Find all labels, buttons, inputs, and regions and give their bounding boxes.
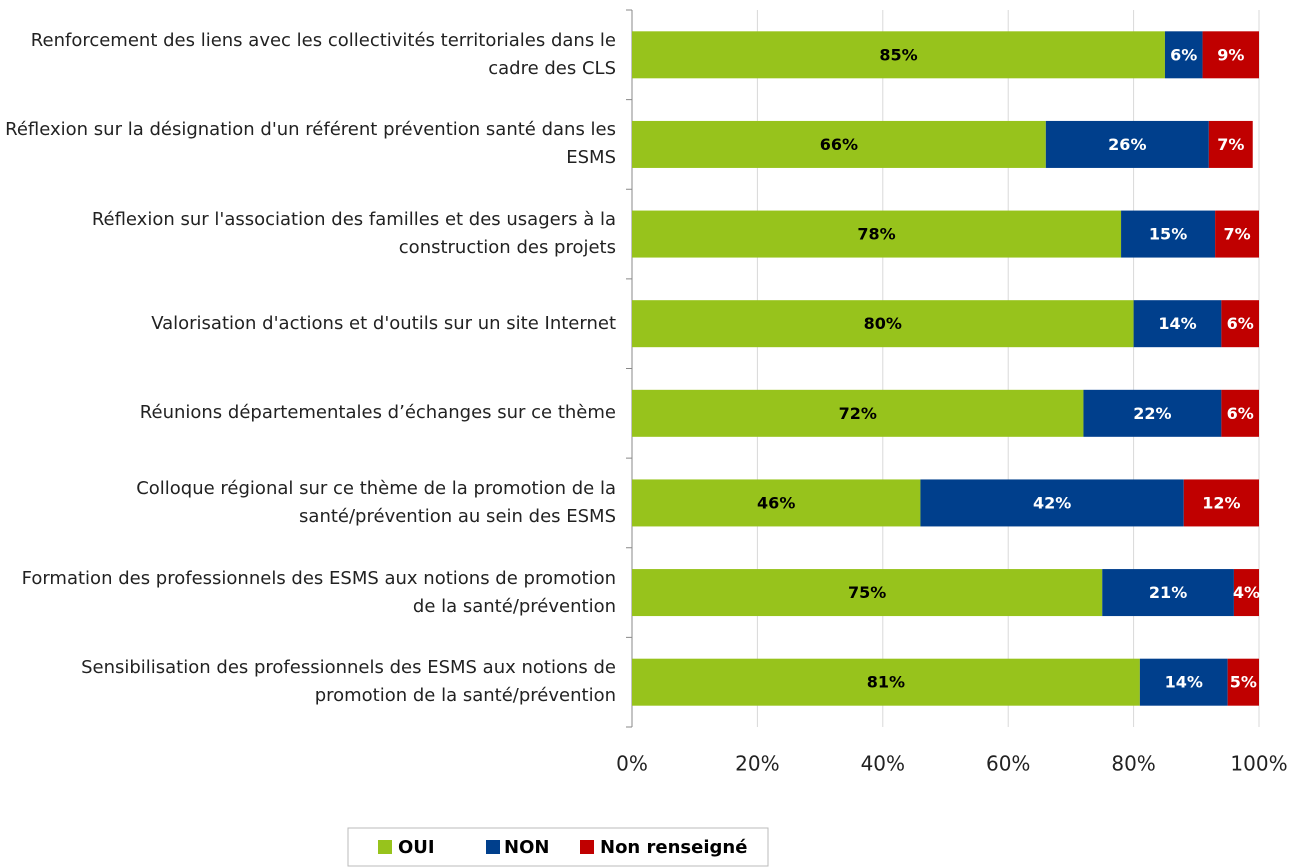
data-label: 26% bbox=[1108, 135, 1146, 154]
data-label: 21% bbox=[1149, 583, 1187, 602]
bar-segment bbox=[920, 479, 1184, 527]
x-tick-label: 40% bbox=[861, 752, 905, 776]
bar-segment bbox=[1233, 569, 1259, 617]
data-label: 9% bbox=[1217, 45, 1244, 64]
legend-label: Non renseigné bbox=[600, 837, 747, 858]
category-label: Sensibilisation des professionnels des E… bbox=[81, 657, 616, 707]
data-label: 14% bbox=[1158, 314, 1196, 333]
data-label: 78% bbox=[857, 225, 895, 244]
data-label: 22% bbox=[1133, 404, 1171, 423]
data-label: 66% bbox=[820, 135, 858, 154]
data-label: 7% bbox=[1223, 225, 1250, 244]
bar-segment bbox=[1045, 120, 1209, 168]
bar-segment bbox=[1164, 31, 1203, 79]
bar-segment bbox=[1202, 31, 1259, 79]
data-label: 12% bbox=[1202, 493, 1240, 512]
data-label: 5% bbox=[1230, 673, 1257, 692]
bar-segment bbox=[632, 31, 1165, 79]
data-label: 14% bbox=[1165, 673, 1203, 692]
bar-segment bbox=[1121, 210, 1216, 258]
data-label: 6% bbox=[1170, 45, 1197, 64]
category-label: Réflexion sur l'association des familles… bbox=[91, 209, 616, 259]
x-tick-label: 100% bbox=[1230, 752, 1287, 776]
bar-segment bbox=[632, 569, 1103, 617]
x-tick-label: 0% bbox=[616, 752, 648, 776]
category-label: Formation des professionnels des ESMS au… bbox=[21, 567, 616, 617]
category-label: Valorisation d'actions et d'outils sur u… bbox=[151, 312, 616, 334]
x-tick-label: 80% bbox=[1111, 752, 1155, 776]
data-label: 80% bbox=[864, 314, 902, 333]
bar-segment bbox=[1183, 479, 1259, 527]
x-tick-label: 20% bbox=[735, 752, 779, 776]
data-label: 75% bbox=[848, 583, 886, 602]
legend-swatch bbox=[378, 840, 392, 854]
bar-segment bbox=[1227, 658, 1259, 706]
bar-segment bbox=[632, 210, 1122, 258]
bar-segment bbox=[1139, 658, 1228, 706]
data-label: 85% bbox=[879, 45, 917, 64]
data-label: 46% bbox=[757, 493, 795, 512]
data-label: 42% bbox=[1033, 493, 1071, 512]
x-tick-label: 60% bbox=[986, 752, 1030, 776]
legend-swatch bbox=[580, 840, 594, 854]
bar-segment bbox=[1133, 300, 1222, 348]
bar-segment bbox=[1208, 120, 1253, 168]
bar-segment bbox=[1083, 389, 1222, 437]
category-label: Colloque régional sur ce thème de la pro… bbox=[136, 477, 616, 527]
legend-swatch bbox=[486, 840, 500, 854]
bar-segment bbox=[632, 479, 921, 527]
data-label: 7% bbox=[1217, 135, 1244, 154]
data-label: 15% bbox=[1149, 225, 1187, 244]
bar-segment bbox=[1102, 569, 1234, 617]
category-label: Réflexion sur la désignation d'un référe… bbox=[5, 119, 616, 169]
data-label: 72% bbox=[839, 404, 877, 423]
data-label: 81% bbox=[867, 673, 905, 692]
bar-segment bbox=[632, 120, 1046, 168]
data-label: 4% bbox=[1233, 583, 1260, 602]
bar-segment bbox=[632, 658, 1140, 706]
legend-box bbox=[347, 827, 769, 867]
bar-segment bbox=[1215, 210, 1259, 258]
bar-segment bbox=[1221, 389, 1259, 437]
category-label: Réunions départementales d’échanges sur … bbox=[139, 402, 616, 424]
bar-segment bbox=[632, 300, 1134, 348]
legend-label: OUI bbox=[398, 837, 435, 858]
bar-segment bbox=[632, 389, 1084, 437]
data-label: 6% bbox=[1227, 314, 1254, 333]
bar-segment bbox=[1221, 300, 1259, 348]
data-label: 6% bbox=[1227, 404, 1254, 423]
category-label: Renforcement des liens avec les collecti… bbox=[30, 29, 616, 79]
legend-label: NON bbox=[504, 837, 549, 858]
